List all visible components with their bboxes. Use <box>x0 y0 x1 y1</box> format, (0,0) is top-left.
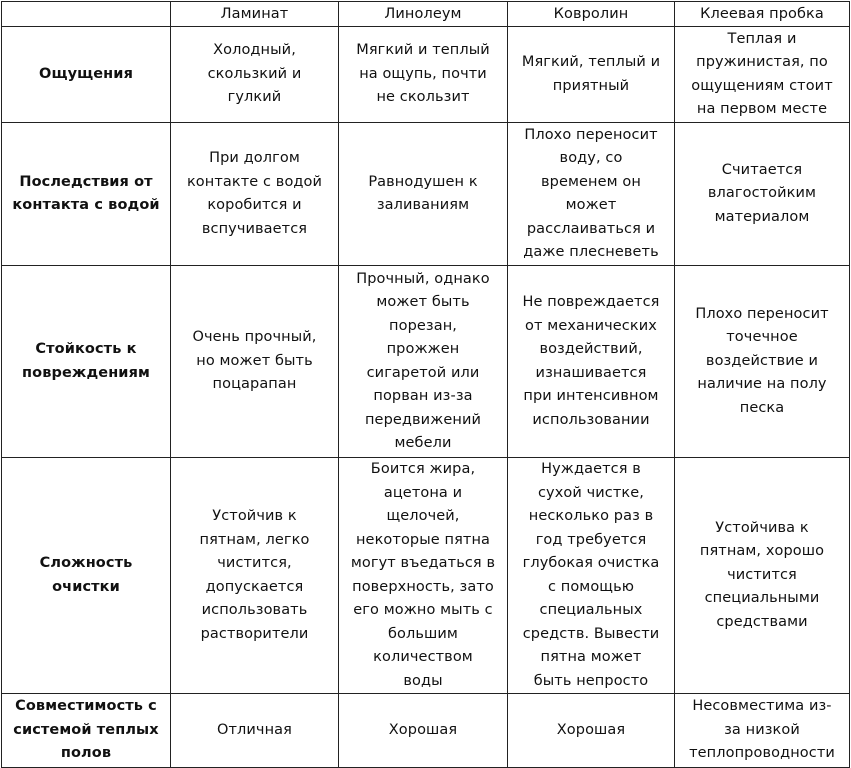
row-header: Сложность очистки <box>1 457 171 694</box>
table-row: Стойкость к повреждениям Очень прочный, … <box>1 265 850 458</box>
table-cell: Отличная <box>170 693 339 768</box>
table-cell: Плохо переносит воду, со временем он мож… <box>507 122 675 266</box>
header-linoleum: Линолеум <box>338 1 508 27</box>
header-laminate: Ламинат <box>170 1 339 27</box>
table-cell: Плохо переносит точечное воздействие и н… <box>674 265 850 458</box>
header-cork: Клеевая пробка <box>674 1 850 27</box>
table-cell: Нуждается в сухой чистке, несколько раз … <box>507 457 675 694</box>
table-cell: Равнодушен к заливаниям <box>338 122 508 266</box>
table-cell: Мягкий и теплый на ощупь, почти не сколь… <box>338 26 508 123</box>
row-header: Последствия от контакта с водой <box>1 122 171 266</box>
table-cell: Несовместима из- за низкой теплопроводно… <box>674 693 850 768</box>
table-cell: Холодный, скользкий и гулкий <box>170 26 339 123</box>
table-cell: Мягкий, теплый и приятный <box>507 26 675 123</box>
table-cell: Очень прочный, но может быть поцарапан <box>170 265 339 458</box>
table-cell: Считается влагостойким материалом <box>674 122 850 266</box>
table-cell: Теплая и пружинистая, по ощущениям стоит… <box>674 26 850 123</box>
table-cell: Хорошая <box>507 693 675 768</box>
table-row: Совместимость с системой теплых полов От… <box>1 693 850 768</box>
table-cell: Не повреждается от механических воздейст… <box>507 265 675 458</box>
table-cell: Прочный, однако может быть порезан, прож… <box>338 265 508 458</box>
table-cell: Устойчива к пятнам, хорошо чистится спец… <box>674 457 850 694</box>
row-header: Ощущения <box>1 26 171 123</box>
row-header: Стойкость к повреждениям <box>1 265 171 458</box>
header-cell-empty <box>1 1 171 27</box>
table-row: Ощущения Холодный, скользкий и гулкий Мя… <box>1 26 850 123</box>
header-carpet: Ковролин <box>507 1 675 27</box>
table-row: Последствия от контакта с водой При долг… <box>1 122 850 266</box>
table-cell: Боится жира, ацетона и щелочей, некоторы… <box>338 457 508 694</box>
table-row: Сложность очистки Устойчив к пятнам, лег… <box>1 457 850 694</box>
table-cell: Хорошая <box>338 693 508 768</box>
table-cell: При долгом контакте с водой коробится и … <box>170 122 339 266</box>
header-row: Ламинат Линолеум Ковролин Клеевая пробка <box>1 1 850 27</box>
row-header: Совместимость с системой теплых полов <box>1 693 171 768</box>
table-cell: Устойчив к пятнам, легко чистится, допус… <box>170 457 339 694</box>
